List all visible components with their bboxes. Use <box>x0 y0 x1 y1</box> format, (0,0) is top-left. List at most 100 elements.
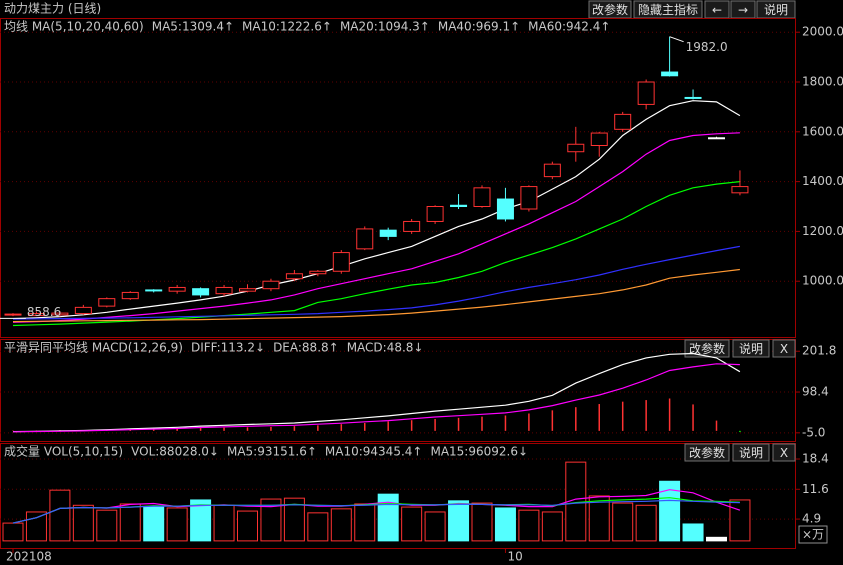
ma-line <box>12 499 740 524</box>
volume-bar <box>659 480 681 542</box>
button[interactable]: X <box>772 443 796 462</box>
volume-bar <box>237 510 258 542</box>
y-tick-label: -5.0 <box>802 425 825 439</box>
volume-bar <box>260 498 282 542</box>
volume-bar <box>682 523 704 542</box>
volume-bar <box>96 509 118 542</box>
candle-body <box>473 187 491 208</box>
volume-bar <box>729 499 751 542</box>
volume-bar <box>307 512 329 542</box>
button[interactable]: 改参数 <box>588 0 632 19</box>
candle-body <box>332 252 350 272</box>
button[interactable]: X <box>772 339 796 358</box>
button-label: 说明 <box>739 341 763 356</box>
button-label: 说明 <box>764 2 788 17</box>
low-label: 858.6 <box>27 305 61 319</box>
volume-bar <box>190 499 212 542</box>
candle-body <box>731 186 749 194</box>
ma-line <box>12 268 740 323</box>
candle-body <box>4 313 22 316</box>
button-label: X <box>780 342 788 356</box>
candle-body <box>74 306 92 315</box>
candle-body <box>661 71 679 77</box>
button-frame <box>772 443 796 462</box>
volume-bar <box>494 507 516 542</box>
button-frame <box>684 339 730 358</box>
legend-entry: DEA:88.8↑ <box>273 341 339 355</box>
candle-body <box>98 298 116 307</box>
button-frame <box>772 339 796 358</box>
button-label: ← <box>712 3 722 17</box>
button[interactable]: 说明 <box>732 339 770 358</box>
volume-bar <box>448 500 470 542</box>
legend-entry: MA5:1309.4↑ <box>152 20 234 34</box>
candle-body <box>614 113 632 130</box>
volume-bar <box>612 502 634 542</box>
volume-bar <box>119 503 141 542</box>
button-label: → <box>738 3 748 17</box>
volume-bar <box>330 508 352 542</box>
button[interactable]: 隐藏主指标 <box>633 0 703 19</box>
candle-body <box>51 312 69 316</box>
candle-body <box>27 313 45 317</box>
ma-line <box>12 489 741 524</box>
candle-body <box>567 143 585 153</box>
candle-body <box>168 286 186 292</box>
button-label: 改参数 <box>689 445 725 460</box>
volume-bar <box>635 504 657 542</box>
ma-line <box>12 181 740 327</box>
legend-entry: 成交量 VOL(5,10,15) <box>4 444 123 459</box>
button-label: 改参数 <box>689 341 725 356</box>
candle-body <box>239 288 256 292</box>
ma-line <box>12 245 741 320</box>
y-tick-label: 11.6 <box>802 482 829 496</box>
button-frame <box>732 443 770 462</box>
volume-bar <box>72 504 94 542</box>
volume-bar <box>588 495 610 542</box>
y-tick-label: 2000.0 <box>802 25 843 39</box>
y-tick-label: 18.4 <box>802 452 829 466</box>
volume-bar <box>424 511 446 542</box>
unit-box <box>798 525 828 544</box>
candle-body <box>285 273 303 280</box>
volume-bar <box>2 522 24 542</box>
y-tick-label: 1800.0 <box>802 74 843 88</box>
volume-bar <box>213 504 235 542</box>
candle-body <box>356 228 374 250</box>
legend-entry: MA5:93151.6↑ <box>227 445 317 459</box>
candle-body <box>450 204 468 208</box>
volume-bar <box>143 506 165 542</box>
volume-bar <box>25 511 47 542</box>
candle-body <box>403 220 421 232</box>
unit-label: ×万 <box>802 528 824 542</box>
candle-body <box>637 81 655 105</box>
button-frame <box>684 443 730 462</box>
y-tick-label: 1600.0 <box>802 124 843 138</box>
volume-bar <box>354 503 376 542</box>
button-label: X <box>780 446 788 460</box>
button[interactable]: 改参数 <box>684 443 730 462</box>
volume-bar <box>49 489 71 542</box>
button[interactable]: ← <box>704 0 730 19</box>
button[interactable]: 说明 <box>732 443 770 462</box>
button[interactable]: 改参数 <box>684 339 730 358</box>
button[interactable]: → <box>730 0 756 19</box>
candle-body <box>121 291 139 300</box>
legend-entry: MA60:942.4↑ <box>528 20 610 34</box>
button[interactable]: 说明 <box>756 0 796 19</box>
volume-bar <box>401 506 423 542</box>
legend-entry: MA10:94345.4↑ <box>325 445 423 459</box>
x-tick-label: 202108 <box>6 550 52 564</box>
candle-body <box>192 288 210 296</box>
candle-body <box>309 270 327 275</box>
volume-bar <box>541 511 563 542</box>
y-tick-label: 1000.0 <box>802 274 843 288</box>
ma-line <box>12 132 740 323</box>
window-title: 动力煤主力 (日线) <box>4 2 101 16</box>
legend-entry: MACD:48.8↓ <box>347 341 424 355</box>
button-label: 隐藏主指标 <box>638 2 698 17</box>
volume-bar <box>166 507 188 542</box>
ma-line <box>12 352 741 433</box>
